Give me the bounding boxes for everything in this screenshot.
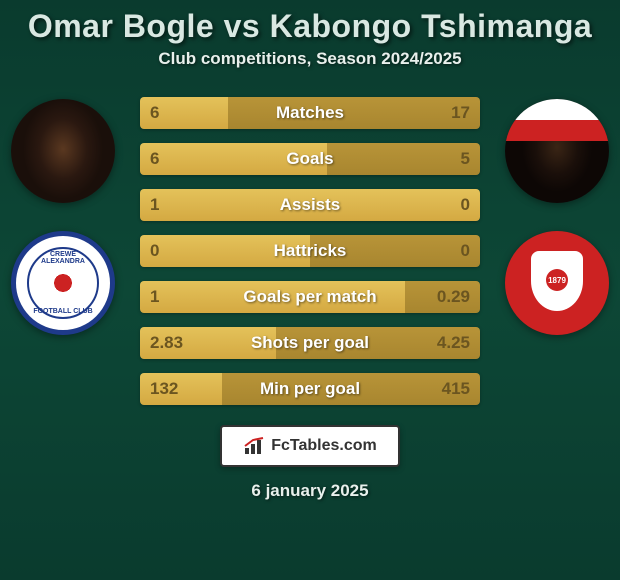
stat-value-left: 6 <box>140 103 169 123</box>
stat-label: Goals per match <box>243 287 376 307</box>
club-right-crest: 1879 <box>505 231 609 335</box>
stat-value-left: 1 <box>140 195 169 215</box>
chart-icon <box>243 436 267 456</box>
title: Omar Bogle vs Kabongo Tshimanga <box>28 8 592 45</box>
stat-row: Hattricks 0 0 <box>140 235 480 267</box>
stat-value-right: 0.29 <box>427 287 480 307</box>
stat-label: Shots per goal <box>251 333 369 353</box>
stat-value-left: 1 <box>140 287 169 307</box>
stat-value-right: 0 <box>451 241 480 261</box>
stat-value-right: 17 <box>441 103 480 123</box>
stat-row: Goals 6 5 <box>140 143 480 175</box>
left-side: CREWE ALEXANDRA FOOTBALL CLUB <box>11 97 115 405</box>
stat-row: Shots per goal 2.83 4.25 <box>140 327 480 359</box>
subtitle: Club competitions, Season 2024/2025 <box>158 49 461 69</box>
right-side: 1879 <box>505 97 609 405</box>
stat-value-left: 132 <box>140 379 188 399</box>
stat-value-right: 5 <box>451 149 480 169</box>
stat-row: Matches 6 17 <box>140 97 480 129</box>
stat-value-left: 0 <box>140 241 169 261</box>
stat-row: Min per goal 132 415 <box>140 373 480 405</box>
stat-value-right: 0 <box>451 195 480 215</box>
stat-value-right: 415 <box>432 379 480 399</box>
stat-label: Goals <box>286 149 333 169</box>
stat-bars: Matches 6 17 Goals 6 5 Assists 1 0 Hattricks 0 0 Goa… <box>140 97 480 405</box>
player-right-avatar <box>505 99 609 203</box>
date: 6 january 2025 <box>251 481 368 501</box>
stat-value-left: 6 <box>140 149 169 169</box>
comparison-panel: CREWE ALEXANDRA FOOTBALL CLUB Matches 6 17… <box>0 97 620 405</box>
stat-label: Matches <box>276 103 344 123</box>
stat-row: Assists 1 0 <box>140 189 480 221</box>
stat-value-left: 2.83 <box>140 333 193 353</box>
stat-row: Goals per match 1 0.29 <box>140 281 480 313</box>
stat-label: Assists <box>280 195 340 215</box>
footer-text: FcTables.com <box>271 437 377 455</box>
club-left-crest: CREWE ALEXANDRA FOOTBALL CLUB <box>11 231 115 335</box>
stat-value-right: 4.25 <box>427 333 480 353</box>
stat-label: Hattricks <box>274 241 347 261</box>
footer-logo: FcTables.com <box>220 425 400 467</box>
player-left-avatar <box>11 99 115 203</box>
stat-label: Min per goal <box>260 379 360 399</box>
